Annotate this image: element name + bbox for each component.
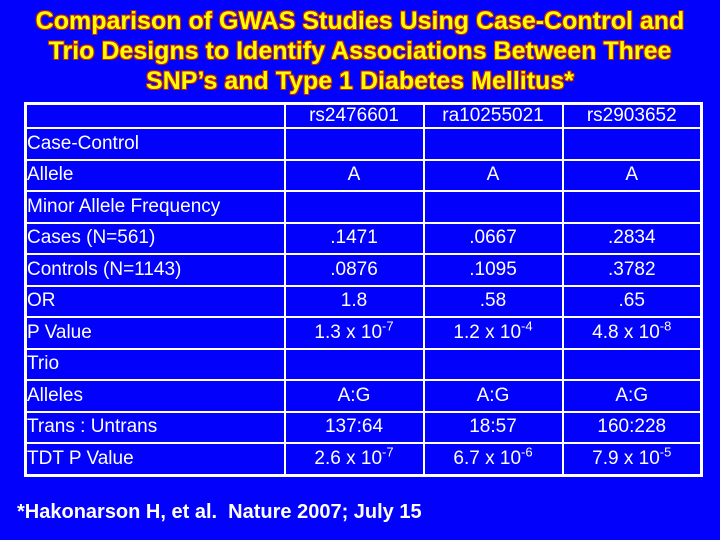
data-cell: A bbox=[422, 158, 564, 193]
data-cell bbox=[561, 190, 703, 224]
data-cell: 137:64 bbox=[283, 410, 425, 445]
table-header-row: rs2476601 ra10255021 rs2903652 bbox=[24, 102, 703, 129]
table-row: Controls (N=1143) .0876.1095.3782 bbox=[24, 253, 703, 287]
title-line-2: Trio Designs to Identify Associations Be… bbox=[48, 37, 672, 65]
data-cell: 1.2 x 10-4 bbox=[422, 316, 564, 350]
data-cell: .2834 bbox=[561, 221, 703, 256]
row-label: Allele bbox=[24, 158, 286, 193]
row-label: Cases (N=561) bbox=[24, 221, 286, 256]
data-cell: A bbox=[561, 158, 703, 193]
header-cell-snp-2: ra10255021 bbox=[422, 102, 564, 129]
data-cell: 18:57 bbox=[422, 410, 564, 445]
title-line-3: SNP’s and Type 1 Diabetes Mellitus* bbox=[146, 67, 574, 95]
data-cell: A:G bbox=[422, 379, 564, 413]
data-cell bbox=[283, 347, 425, 382]
data-cell: 1.8 bbox=[283, 284, 425, 319]
data-cell: 1.3 x 10-7 bbox=[283, 316, 425, 350]
row-label: Minor Allele Frequency bbox=[24, 190, 286, 224]
data-cell bbox=[422, 127, 564, 161]
data-cell: .0876 bbox=[283, 253, 425, 287]
header-cell-snp-1: rs2476601 bbox=[283, 102, 425, 129]
data-cell: A bbox=[283, 158, 425, 193]
results-table: rs2476601 ra10255021 rs2903652 Case-Cont… bbox=[24, 102, 703, 477]
header-cell-snp-3: rs2903652 bbox=[561, 102, 703, 129]
table-row: TDT P Value 2.6 x 10-7 6.7 x 10-6 7.9 x 10-… bbox=[24, 442, 703, 477]
table-row: Trio bbox=[24, 347, 703, 382]
table-row: Cases (N=561) .1471.0667.2834 bbox=[24, 221, 703, 256]
data-cell: .65 bbox=[561, 284, 703, 319]
table-row: Minor Allele Frequency bbox=[24, 190, 703, 224]
data-cell: A:G bbox=[561, 379, 703, 413]
row-label: Alleles bbox=[24, 379, 286, 413]
title-line-1: Comparison of GWAS Studies Using Case-Co… bbox=[35, 7, 685, 35]
row-label: Trans : Untrans bbox=[24, 410, 286, 445]
row-label: P Value bbox=[24, 316, 286, 350]
row-label: Controls (N=1143) bbox=[24, 253, 286, 287]
data-cell: 6.7 x 10-6 bbox=[422, 442, 564, 477]
data-cell: 160:228 bbox=[561, 410, 703, 445]
data-cell bbox=[422, 190, 564, 224]
table-row: Alleles A:G A:G A:G bbox=[24, 379, 703, 413]
table-row: Trans : Untrans 137:64 18:57 160:228 bbox=[24, 410, 703, 445]
slide-title: Comparison of GWAS Studies Using Case-Co… bbox=[0, 6, 720, 96]
data-cell: 7.9 x 10-5 bbox=[561, 442, 703, 477]
data-cell bbox=[561, 347, 703, 382]
row-label: TDT P Value bbox=[24, 442, 286, 477]
table-row: Case-Control bbox=[24, 127, 703, 161]
row-label: Trio bbox=[24, 347, 286, 382]
row-label: Case-Control bbox=[24, 127, 286, 161]
data-cell: 2.6 x 10-7 bbox=[283, 442, 425, 477]
citation-footnote: *Hakonarson H, et al. Nature 2007; July … bbox=[17, 501, 422, 523]
data-cell: .0667 bbox=[422, 221, 564, 256]
data-cell: 4.8 x 10-8 bbox=[561, 316, 703, 350]
table-row: P Value 1.3 x 10-7 1.2 x 10-4 4.8 x 10-8 bbox=[24, 316, 703, 350]
data-cell: .3782 bbox=[561, 253, 703, 287]
data-cell: .1095 bbox=[422, 253, 564, 287]
data-cell bbox=[283, 127, 425, 161]
row-label: OR bbox=[24, 284, 286, 319]
header-cell-empty bbox=[24, 102, 286, 129]
table-row: OR 1.8.58.65 bbox=[24, 284, 703, 319]
data-cell bbox=[561, 127, 703, 161]
data-cell bbox=[283, 190, 425, 224]
data-cell bbox=[422, 347, 564, 382]
data-cell: A:G bbox=[283, 379, 425, 413]
table-body: Case-Control Allele A A A Minor Allele Freque… bbox=[24, 127, 703, 477]
table-row: Allele A A A bbox=[24, 158, 703, 193]
data-cell: .58 bbox=[422, 284, 564, 319]
data-cell: .1471 bbox=[283, 221, 425, 256]
